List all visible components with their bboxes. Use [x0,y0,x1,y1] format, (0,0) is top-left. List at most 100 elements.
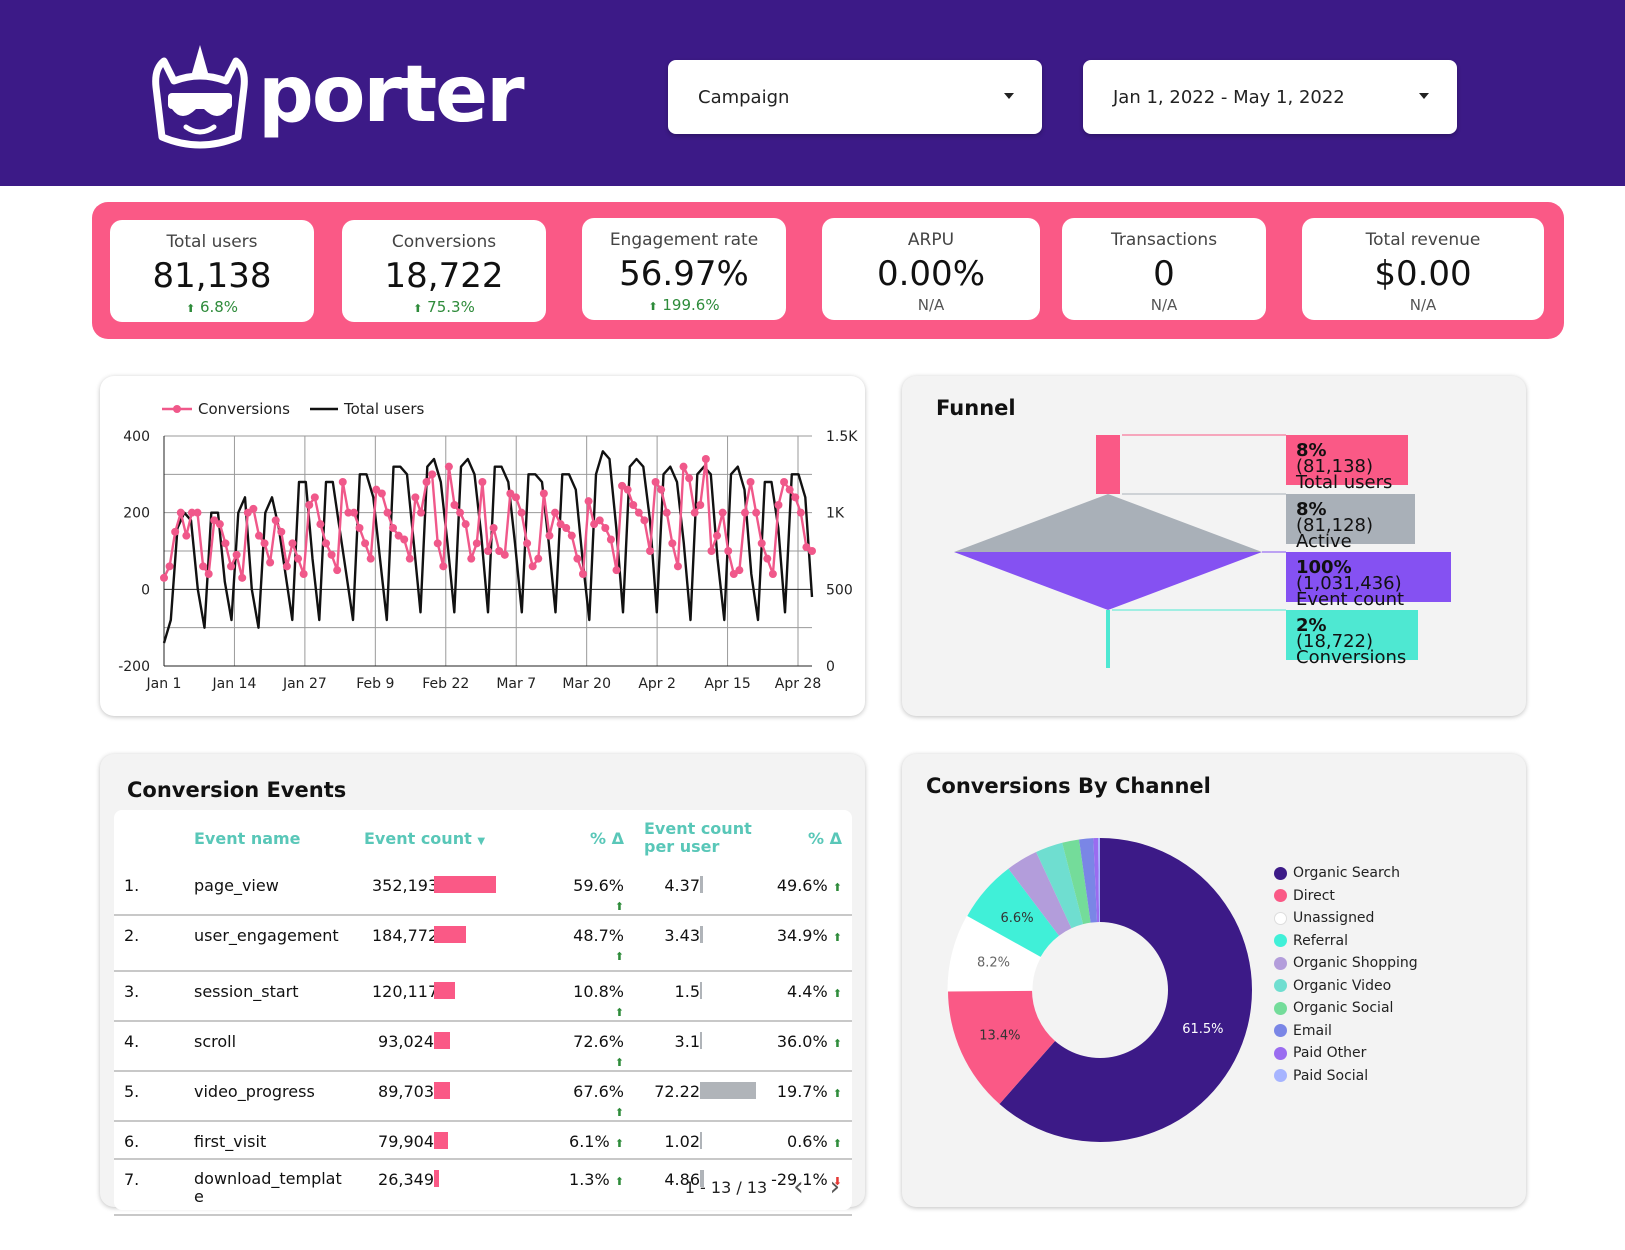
funnel-label-conversions: 2% (18,722) Conversions [1286,610,1418,667]
legend-item[interactable]: Organic Shopping [1274,952,1418,975]
legend-item[interactable]: Email [1274,1020,1418,1043]
col-header-event-name[interactable]: Event name [194,828,301,848]
legend-label: Organic Shopping [1293,955,1418,972]
conversions-point [322,539,330,548]
conversions-point [171,527,180,536]
y-left-tick-label: 200 [123,506,150,522]
table-row[interactable]: 5. video_progress 89,703 67.6% ⬆ 72.22 19.7% … [114,1071,852,1122]
per-user-cell: 1.02 [624,1121,764,1160]
conversions-point [763,554,772,563]
kpi-value: 81,138 [152,256,272,296]
col-header-event-count[interactable]: Event count ▼ [364,810,564,866]
funnel-label-total-users: 8% (81,138) Total users [1286,435,1408,492]
legend-item[interactable]: Organic Video [1274,975,1418,998]
kpi-card-total-revenue: Total revenue $0.00 N/A [1302,218,1544,320]
funnel-chart[interactable] [902,376,1526,716]
funnel-stage-event-count [954,552,1262,610]
y-right-tick-label: 0 [826,659,835,675]
legend-item[interactable]: Unassigned [1274,907,1418,930]
porter-logo[interactable]: porter [150,40,525,150]
channels-title: Conversions By Channel [926,774,1211,798]
donut-slice-organic-video [1036,842,1084,929]
pct-delta-cell: 59.6% ⬆ [564,866,624,916]
conversions-point [573,554,582,563]
per-user-cell: 4.37 [624,866,764,916]
conversion-events-title: Conversion Events [127,778,347,802]
table-row[interactable]: 7. download_template 26,349 1.3% ⬆ 4.86 -29.1… [114,1159,852,1216]
conversions-point [523,539,532,548]
row-index: 7. [114,1159,194,1216]
conversions-point [495,547,504,555]
x-tick-label: Feb 22 [422,676,469,692]
arrow-down-icon: ⬇ [832,1175,842,1188]
conversions-point [673,562,682,571]
legend-dot [1274,979,1287,993]
campaign-dropdown[interactable]: Campaign [668,60,1042,134]
y-right-tick-label: 1.5K [826,429,858,445]
funnel-card: Funnel 8% (81,138) Total users 8% (81,128… [902,376,1526,716]
kpi-label: Total revenue [1365,230,1481,250]
table-row[interactable]: 1. page_view 352,193 59.6% ⬆ 4.37 49.6% ⬆ [114,866,852,916]
chevron-right-icon[interactable]: › [829,1172,840,1202]
per-user-cell: 3.43 [624,915,764,972]
table-row[interactable]: 3. session_start 120,117 10.8% ⬆ 1.5 4.4% ⬆ [114,971,852,1022]
conversions-point [199,562,208,571]
funnel-label-active-users: 8% (81,128)Active users [1286,494,1415,567]
channels-donut-chart[interactable]: 61.5% 13.4% 8.2% 6.6% [930,820,1270,1160]
col-header-pct-delta-2[interactable]: % Δ [808,828,842,848]
table-row[interactable]: 4. scroll 93,024 72.6% ⬆ 3.1 36.0% ⬆ [114,1021,852,1072]
legend-dot [1274,889,1287,903]
conversions-point [690,508,699,517]
legend-item[interactable]: Referral [1274,930,1418,953]
kpi-value: $0.00 [1374,254,1472,294]
event-count-cell: 26,349 [364,1159,564,1216]
event-count-bar [434,1032,451,1049]
donut-slice-organic-social [1062,839,1091,925]
event-count-cell: 184,772 [364,915,564,972]
conversions-point [729,570,738,578]
table-row[interactable]: 2. user_engagement 184,772 48.7% ⬆ 3.43 34.9%… [114,915,852,972]
col-header-event-count-per-user[interactable]: Event count per user [644,819,752,856]
legend-item[interactable]: Direct [1274,885,1418,908]
event-count-cell: 79,904 [364,1121,564,1160]
date-range-dropdown[interactable]: Jan 1, 2022 - May 1, 2022 [1083,60,1457,134]
chevron-left-icon[interactable]: ‹ [793,1172,804,1202]
funnel-pct: 8% [1296,499,1327,520]
kpi-delta: 199.6% [662,296,720,314]
conversions-point [595,516,604,525]
table-row[interactable]: 6. first_visit 79,904 6.1% ⬆ 1.02 0.6% ⬆ [114,1121,852,1160]
conversions-point [215,520,224,529]
conversions-point [707,547,716,555]
conversions-point [277,527,286,536]
conversions-point [405,554,414,563]
conversions-point [528,562,537,571]
conversions-point [377,489,386,498]
conversions-point [718,508,727,517]
col-header-event-count-label: Event count [364,828,472,848]
legend-item[interactable]: Organic Search [1274,862,1418,885]
x-tick-label: Jan 14 [212,676,257,692]
conversions-point [444,462,453,471]
conversions-point [724,547,733,555]
col-header-pct-delta[interactable]: % Δ [590,828,624,848]
pct-delta-2-cell: 0.6% ⬆ [764,1121,852,1160]
event-count-bar [434,1170,439,1187]
conversions-point [757,539,766,548]
legend-dot [1274,956,1287,970]
legend-dot [1274,866,1287,880]
timeseries-chart[interactable]: 400 200 0 -200 1.5K 1K 500 0 Jan 1 Jan 14 Jan 27 Fe… [100,376,865,716]
event-count-bar [434,1132,449,1149]
conversions-point [344,508,353,517]
arrow-up-icon: ⬆ [614,1175,624,1188]
x-tick-label: Apr 28 [775,676,821,692]
legend-item[interactable]: Paid Other [1274,1042,1418,1065]
conversions-point [439,562,448,571]
conversions-point [517,508,526,517]
legend-item[interactable]: Organic Social [1274,997,1418,1020]
kpi-delta: 6.8% [199,298,239,316]
conversions-point [227,562,236,571]
conversions-point [662,508,671,517]
legend-label-total-users: Total users [343,400,425,418]
legend-item[interactable]: Paid Social [1274,1065,1418,1088]
conversions-point [752,508,761,517]
